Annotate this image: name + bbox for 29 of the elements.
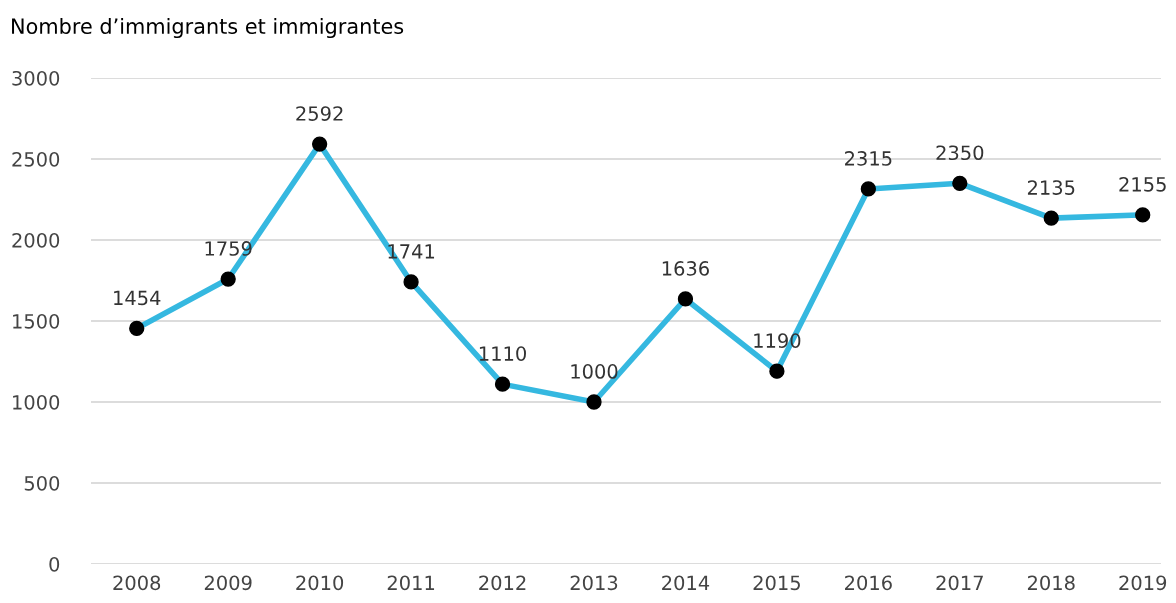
y-tick-label: 1000 [13,394,60,410]
x-tick-label: 2008 [113,575,161,591]
data-label: 1110 [479,346,526,361]
x-tick-label: 2012 [479,575,526,591]
x-tick-label: 2017 [936,575,983,591]
x-tick-label: 2014 [662,575,710,591]
data-label: 1454 [114,290,161,306]
chart-title: Nombre d’immigrants et immigrantes [12,17,404,39]
x-tick-label: 2015 [753,575,800,591]
x-tick-label: 2013 [570,575,618,591]
y-tick-label: 1500 [13,313,60,329]
x-tick-label: 2009 [204,575,252,591]
y-tick-label: 2000 [12,232,60,248]
data-label: 2155 [1119,176,1166,192]
x-tick-label: 2010 [296,575,344,591]
data-label: 1636 [662,261,709,276]
data-label: 2315 [845,151,892,166]
data-label: 2592 [296,106,343,121]
data-label: 2135 [1027,180,1075,195]
x-tick-label: 2011 [387,575,435,591]
y-tick-label: 3000 [12,70,60,86]
data-label: 2350 [936,145,984,161]
data-label: 1000 [571,364,618,379]
y-tick-label: 0 [49,556,60,572]
x-tick-label: 2016 [845,575,892,591]
y-tick-label: 500 [24,475,60,491]
x-tick-label: 2019 [1119,575,1167,591]
y-tick-label: 2500 [12,151,60,167]
x-tick-label: 2018 [1027,575,1075,591]
